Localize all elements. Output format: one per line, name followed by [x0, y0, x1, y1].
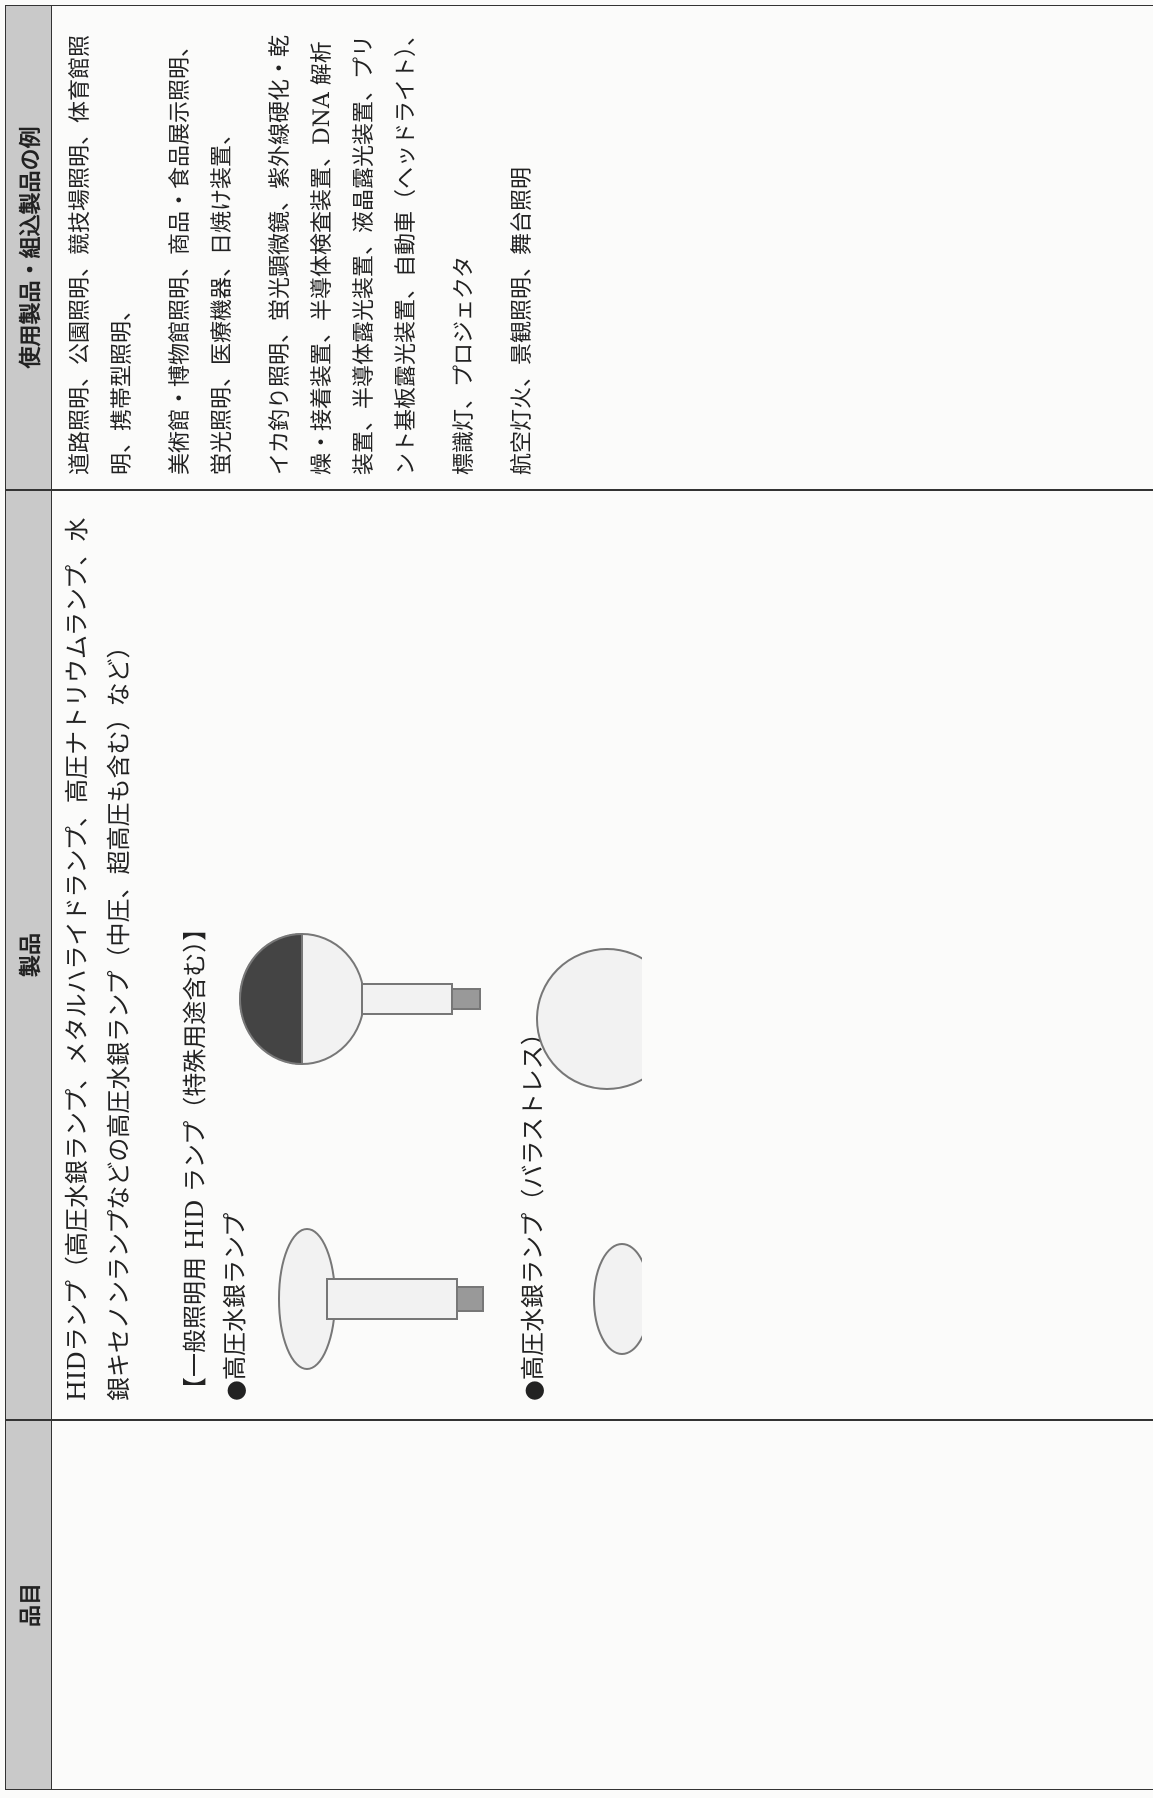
product-group: 【一般照明用 HID ランプ（特殊用途含む）】: [181, 916, 209, 1401]
example-line: 道路照明、公園照明、競技場照明、体育館照明、携帯型照明、: [68, 34, 135, 475]
example-line: 標識灯、プロジェクタ: [452, 255, 477, 475]
header-cell: 品目: [5, 1420, 52, 1790]
header-cell: 使用製品・組込製品の例: [5, 5, 52, 490]
example-list: 道路照明、公園照明、競技場照明、体育館照明、携帯型照明、 美術館・博物館照明、商品…: [52, 6, 552, 489]
example-line: 美術館・博物館照明、商品・食品展示照明、蛍光照明、医療機器、日焼け装置、: [168, 34, 235, 475]
header-cell: 製品: [5, 490, 52, 1420]
item-cell: [52, 1420, 1153, 1790]
example-cell: 道路照明、公園照明、競技場照明、体育館照明、携帯型照明、 美術館・博物館照明、商品…: [52, 5, 1153, 490]
product-cell: HIDランプ（高圧水銀ランプ、メタルハライドランプ、高圧ナトリウムランプ、水銀キ…: [52, 490, 1153, 1420]
product-description: HIDランプ（高圧水銀ランプ、メタルハライドランプ、高圧ナトリウムランプ、水銀キ…: [63, 517, 133, 1401]
example-line: 航空灯火、景観照明、舞台照明: [510, 166, 535, 475]
example-line: イカ釣り照明、蛍光顕微鏡、紫外線硬化・乾燥・接着装置、半導体検査装置、DNA 解…: [268, 23, 419, 475]
lamp-photos: [239, 932, 642, 1370]
